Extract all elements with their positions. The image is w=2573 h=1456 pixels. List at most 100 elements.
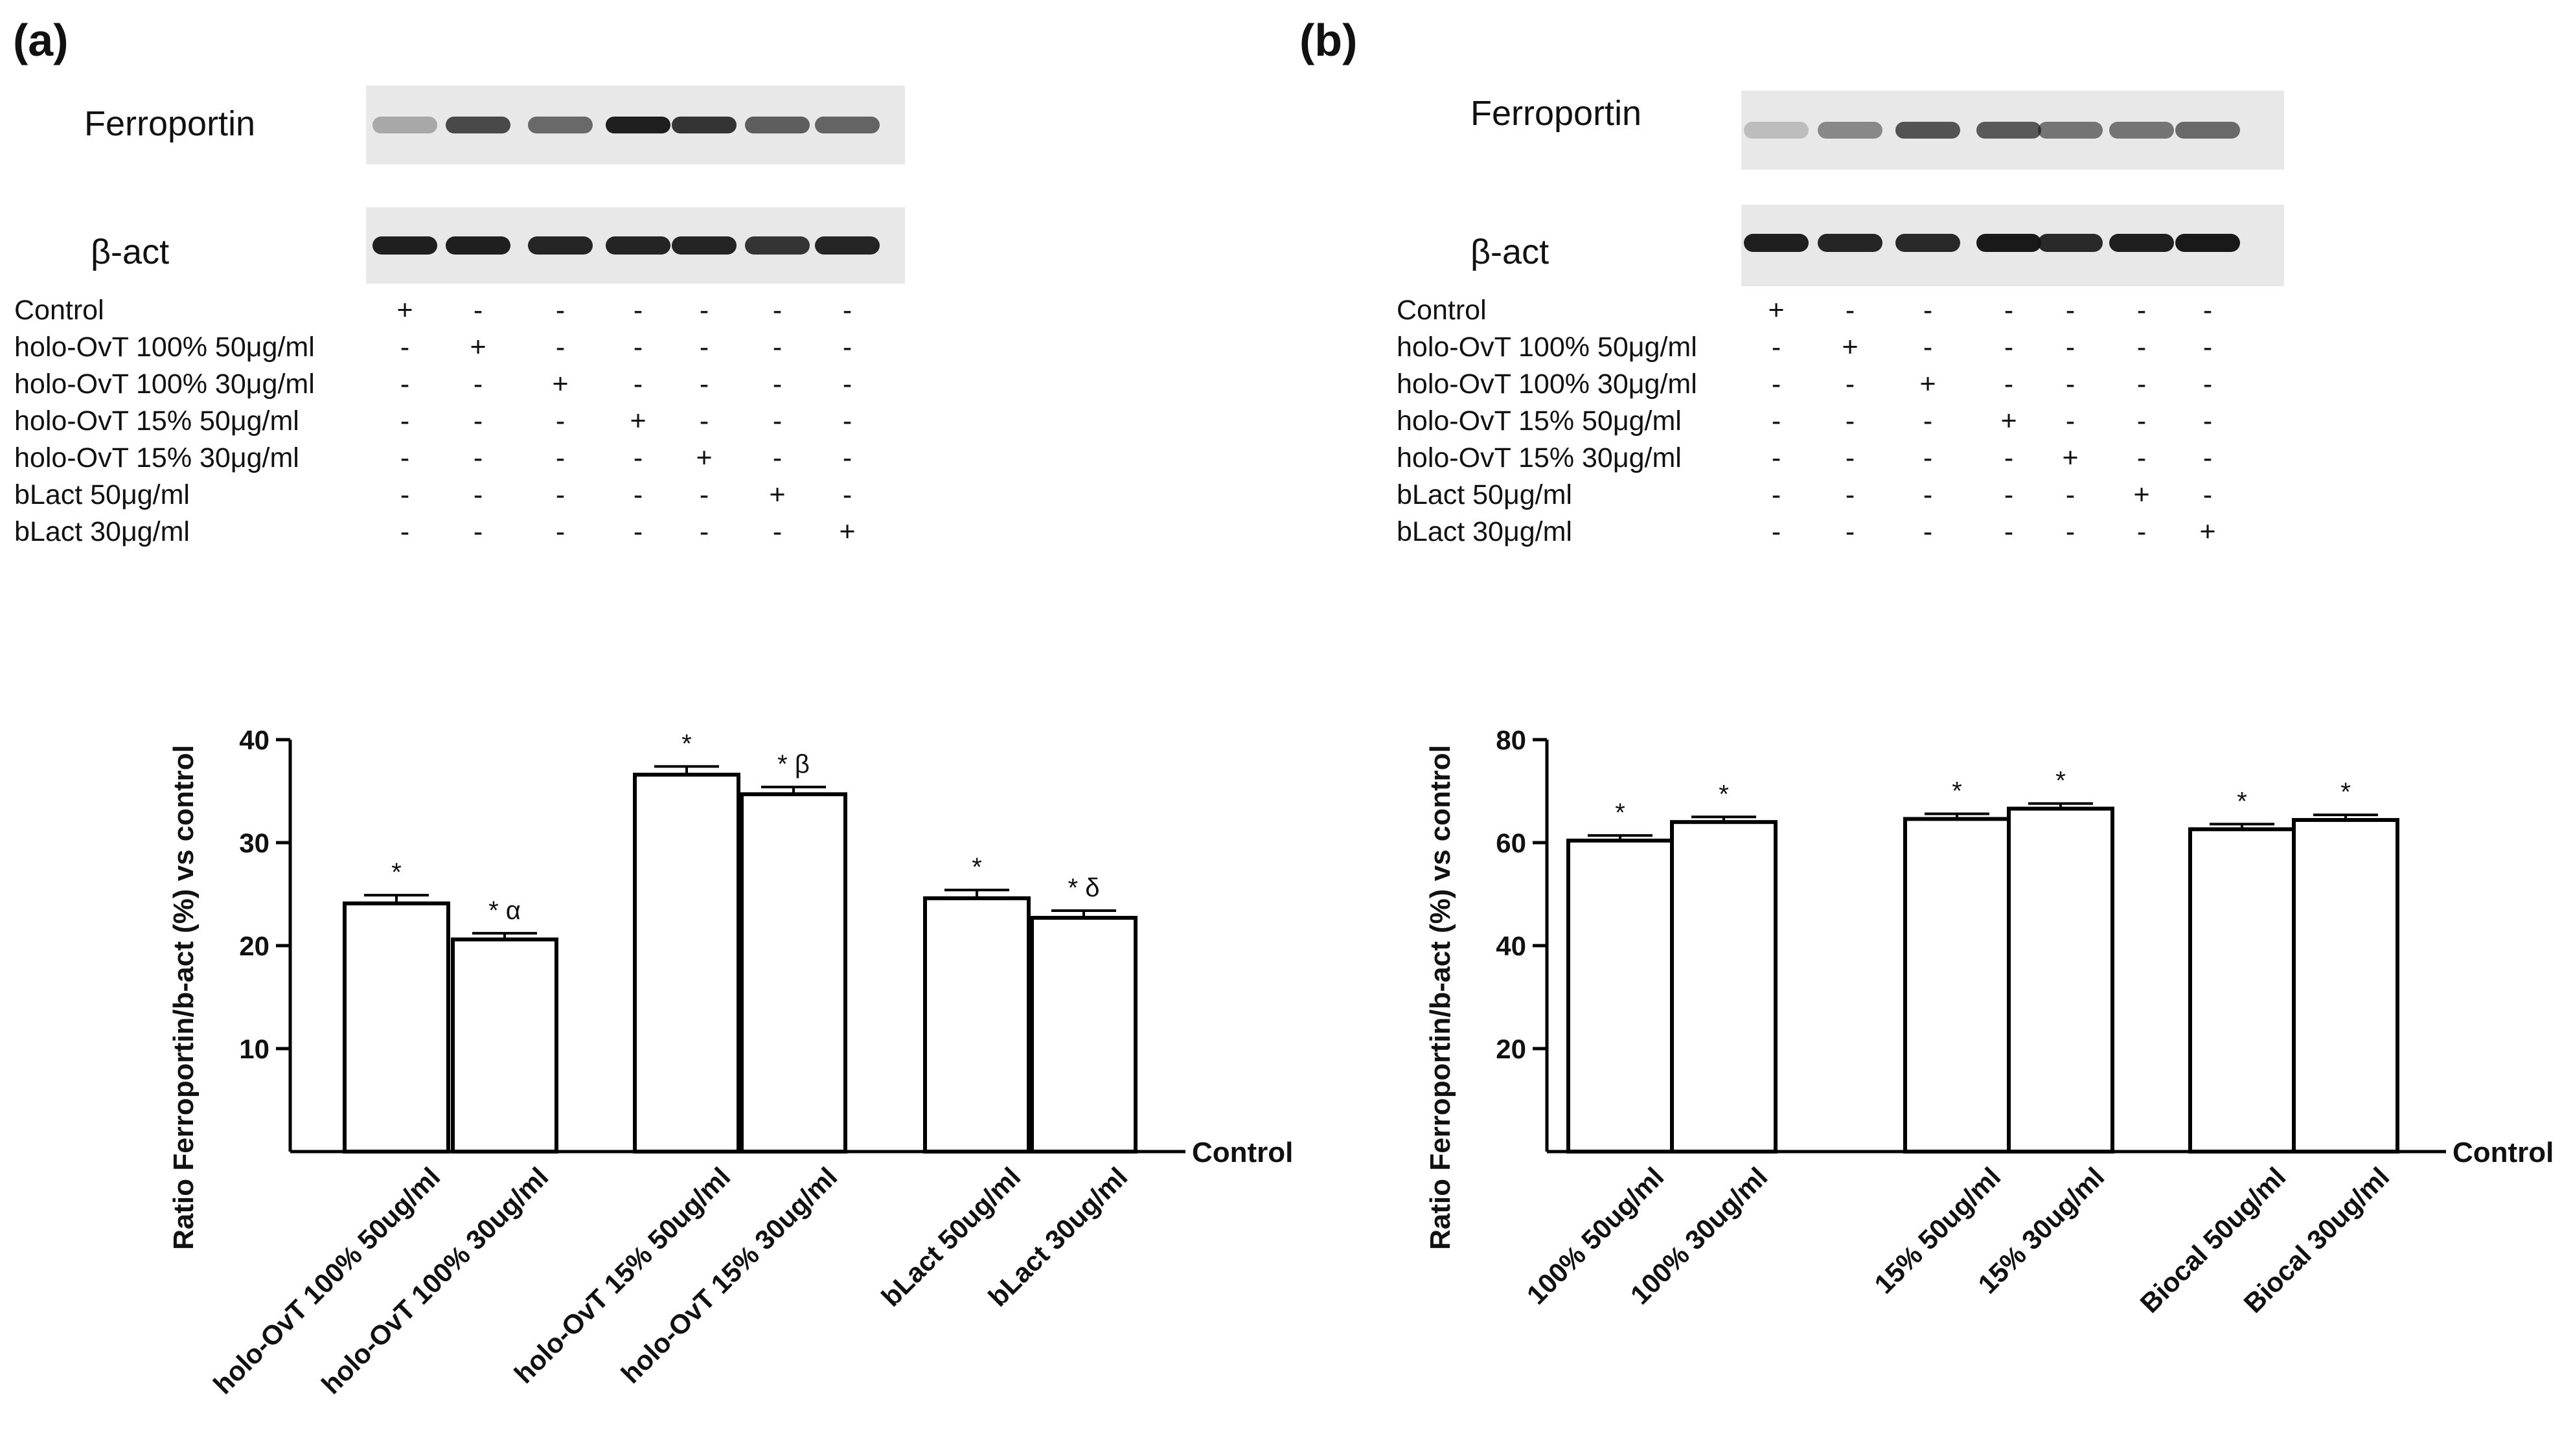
- condition-mark: -: [555, 442, 566, 473]
- blot-band: [815, 117, 880, 133]
- condition-mark: -: [699, 405, 709, 437]
- y-axis-label: Ratio Ferroportin/b-act (%) vs control: [168, 745, 200, 1250]
- condition-mark: +: [2133, 479, 2150, 510]
- blot-band: [1895, 234, 1960, 252]
- y-tick-label: 80: [1496, 725, 1526, 755]
- condition-mark: -: [2136, 369, 2147, 400]
- significance-label: *: [2237, 787, 2247, 815]
- significance-label: *: [2055, 767, 2066, 795]
- condition-mark: -: [2065, 405, 2076, 437]
- condition-mark: -: [2004, 369, 2014, 400]
- condition-mark: +: [2000, 405, 2017, 437]
- condition-mark: -: [2136, 332, 2147, 363]
- significance-label: * δ: [1068, 874, 1100, 902]
- condition-mark: -: [1845, 479, 1855, 510]
- blot-band: [1818, 122, 1882, 139]
- condition-mark: -: [2202, 405, 2213, 437]
- blot-band: [672, 117, 737, 133]
- condition-mark: -: [2202, 332, 2213, 363]
- blot-band: [1976, 234, 2041, 252]
- y-axis-label: Ratio Ferroportin/b-act (%) vs control: [1424, 745, 1456, 1250]
- condition-mark: -: [555, 332, 566, 363]
- condition-mark: -: [2136, 295, 2147, 326]
- blot-band: [372, 236, 437, 255]
- bar-chart: Control 10 20 30 40 Ratio Ferroportin/b-act (…: [168, 725, 1293, 1400]
- panel-a: (a) Ferroportin β-act Control + - - - - - - holo…: [0, 0, 1293, 1456]
- blot-band: [2109, 234, 2174, 252]
- condition-mark: -: [1771, 442, 1781, 473]
- blot-band: [2175, 234, 2240, 252]
- condition-mark: -: [400, 516, 410, 547]
- condition-label: holo-OvT 15% 30μg/ml: [14, 442, 299, 473]
- condition-mark: -: [1771, 479, 1781, 510]
- condition-mark: -: [1845, 516, 1855, 547]
- condition-mark: -: [1923, 332, 1933, 363]
- bar: [1670, 820, 1778, 1154]
- blot-band: [606, 236, 670, 255]
- condition-mark: -: [842, 405, 852, 437]
- condition-mark: -: [842, 295, 852, 326]
- condition-mark: -: [400, 332, 410, 363]
- significance-label: *: [1952, 777, 1962, 805]
- blot-band: [1744, 122, 1809, 139]
- condition-label: bLact 50μg/ml: [1397, 479, 1572, 510]
- condition-mark: -: [473, 516, 483, 547]
- significance-label: *: [391, 858, 402, 887]
- condition-mark: +: [1919, 369, 1936, 400]
- condition-mark: -: [699, 516, 709, 547]
- blot-band: [745, 236, 810, 255]
- significance-label: *: [681, 729, 692, 758]
- condition-mark: -: [772, 442, 783, 473]
- condition-mark: -: [772, 405, 783, 437]
- bar: [2292, 818, 2399, 1154]
- condition-mark: +: [1768, 295, 1785, 326]
- condition-mark: -: [633, 442, 643, 473]
- condition-mark: -: [699, 332, 709, 363]
- blot-band: [528, 236, 593, 255]
- beta-actin-blot-image: [1741, 205, 2284, 286]
- condition-mark: -: [2004, 332, 2014, 363]
- blot-band: [745, 117, 810, 133]
- blot-band: [2038, 234, 2103, 252]
- condition-mark: -: [473, 295, 483, 326]
- condition-mark: +: [1842, 332, 1858, 363]
- condition-label: holo-OvT 100% 50μg/ml: [14, 332, 315, 363]
- condition-label: holo-OvT 15% 30μg/ml: [1397, 442, 1682, 473]
- condition-mark: -: [1923, 405, 1933, 437]
- condition-mark: -: [473, 479, 483, 510]
- blot-band: [606, 117, 670, 133]
- category-label: holo-OvT 100% 50ug/ml: [207, 1161, 446, 1400]
- condition-mark: -: [699, 295, 709, 326]
- condition-mark: -: [1771, 516, 1781, 547]
- blot-band: [372, 117, 437, 133]
- condition-mark: -: [400, 442, 410, 473]
- condition-mark: -: [555, 405, 566, 437]
- bar: [2188, 827, 2296, 1154]
- y-tick-label: 30: [239, 828, 269, 858]
- category-label: holo-OvT 15% 50ug/ml: [509, 1161, 737, 1389]
- condition-mark: -: [842, 442, 852, 473]
- condition-mark: -: [842, 369, 852, 400]
- bar: [1030, 916, 1138, 1154]
- condition-mark: -: [555, 516, 566, 547]
- bar: [1566, 838, 1674, 1154]
- condition-mark: -: [2004, 516, 2014, 547]
- beta-actin-blot-image: [366, 207, 905, 284]
- blot-band: [672, 236, 737, 255]
- condition-label: Control: [1397, 295, 1487, 326]
- significance-label: *: [1719, 780, 1729, 808]
- blot-band: [446, 117, 510, 133]
- condition-mark: -: [2136, 405, 2147, 437]
- condition-mark: -: [1845, 442, 1855, 473]
- bar: [343, 901, 450, 1154]
- bar: [923, 896, 1031, 1154]
- condition-mark: -: [633, 516, 643, 547]
- condition-mark: -: [699, 479, 709, 510]
- condition-mark: +: [2199, 516, 2216, 547]
- condition-mark: -: [2004, 295, 2014, 326]
- condition-mark: +: [2062, 442, 2079, 473]
- condition-label: holo-OvT 100% 30μg/ml: [14, 369, 315, 400]
- condition-mark: -: [473, 405, 483, 437]
- condition-mark: -: [772, 332, 783, 363]
- condition-mark: -: [400, 405, 410, 437]
